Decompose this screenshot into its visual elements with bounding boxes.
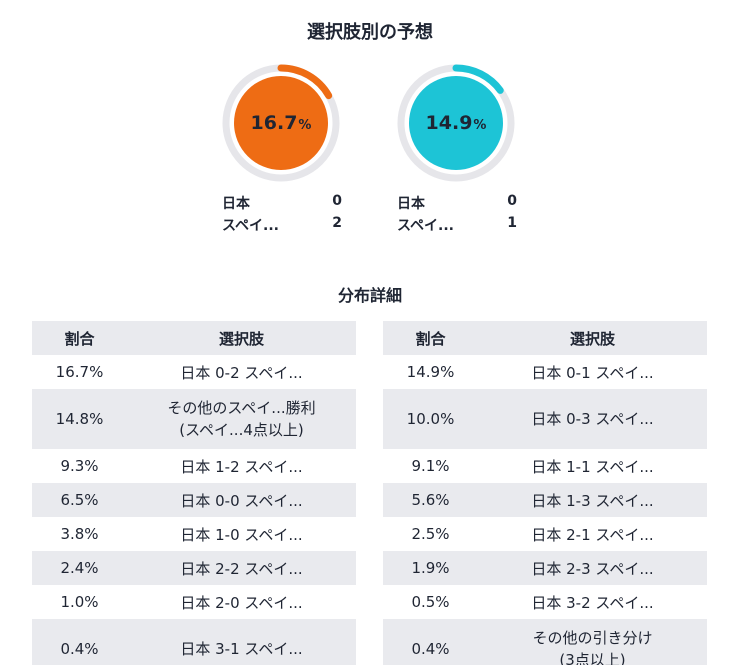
ratio-cell: 2.5% [411, 525, 450, 543]
ratio-cell: 16.7% [55, 363, 104, 381]
score-row: 日本 0 [222, 193, 342, 213]
choice-cell: 日本 2-2 スペイ... [127, 551, 356, 585]
donut-progress-arc [452, 64, 504, 94]
team-score: 0 [332, 193, 342, 209]
donut-center [409, 76, 503, 170]
choice-cell: 日本 3-2 スペイ... [531, 593, 654, 612]
ratio-cell: 14.9% [406, 363, 455, 381]
choice-cell: 日本 1-1 スペイ... [531, 457, 654, 476]
score-row: スペイ... 1 [397, 215, 517, 235]
header-choice: 選択肢 [127, 321, 356, 355]
choice-cell: その他のスペイ...勝利 (スペイ...4点以上) [127, 389, 356, 449]
choice-cell: 日本 2-3 スペイ... [478, 551, 707, 585]
percentage-unit: % [473, 118, 487, 133]
choice-cell: 日本 2-1 スペイ... [531, 525, 654, 544]
choice-cell: 日本 0-0 スペイ... [127, 483, 356, 517]
team-name: スペイ... [222, 218, 279, 234]
percentage-value: 14.9 [425, 112, 473, 134]
ratio-cell: 10.0% [383, 389, 478, 449]
team-name: 日本 [222, 196, 250, 212]
ratio-cell: 14.8% [32, 389, 127, 449]
percentage-value: 16.7 [250, 112, 298, 134]
table-row: 1.9% 日本 2-3 スペイ... [383, 551, 707, 585]
table-row: 0.4% その他の引き分け (3点以上) [383, 619, 707, 665]
prediction-donut-1: 16.7% [222, 64, 340, 182]
table-row: 5.6% 日本 1-3 スペイ... [383, 483, 707, 517]
choice-cell: 日本 1-3 スペイ... [478, 483, 707, 517]
choice-cell: その他の引き分け (3点以上) [478, 619, 707, 665]
table-header-row: 割合 選択肢 [32, 321, 356, 355]
donut-center [234, 76, 328, 170]
choice-line-1: その他のスペイ...勝利 [167, 399, 316, 417]
choice-line-2: (3点以上) [559, 651, 626, 665]
ratio-cell: 0.5% [411, 593, 450, 611]
choice-cell: 日本 3-1 スペイ... [127, 619, 356, 665]
ratio-cell: 5.6% [383, 483, 478, 517]
ratio-cell: 1.0% [60, 593, 99, 611]
table-row: 0.5% 日本 3-2 スペイ... [383, 585, 707, 619]
header-choice: 選択肢 [478, 321, 707, 355]
choice-cell: 日本 0-1 スペイ... [531, 363, 654, 382]
donut-percentage: 14.9% [397, 64, 515, 182]
table-row: 6.5% 日本 0-0 スペイ... [32, 483, 356, 517]
ratio-cell: 6.5% [32, 483, 127, 517]
score-row: スペイ... 2 [222, 215, 342, 235]
table-row: 9.3% 日本 1-2 スペイ... [32, 449, 356, 483]
header-ratio: 割合 [32, 321, 127, 355]
distribution-table-right: 割合 選択肢 14.9% 日本 0-1 スペイ... 10.0% 日本 0-3 … [383, 321, 707, 665]
table-row: 2.5% 日本 2-1 スペイ... [383, 517, 707, 551]
ratio-cell: 2.4% [32, 551, 127, 585]
donut-ring [397, 64, 515, 182]
ratio-cell: 0.4% [383, 619, 478, 665]
choice-cell: 日本 0-3 スペイ... [478, 389, 707, 449]
choice-cell: 日本 0-2 スペイ... [180, 363, 303, 382]
table-row: 3.8% 日本 1-0 スペイ... [32, 517, 356, 551]
prediction-donut-2: 14.9% [397, 64, 515, 182]
table-row: 9.1% 日本 1-1 スペイ... [383, 449, 707, 483]
table-row: 16.7% 日本 0-2 スペイ... [32, 355, 356, 389]
donut-percentage: 16.7% [222, 64, 340, 182]
ratio-cell: 3.8% [60, 525, 99, 543]
ratio-cell: 0.4% [32, 619, 127, 665]
team-name: 日本 [397, 196, 425, 212]
choice-cell: 日本 1-2 スペイ... [180, 457, 303, 476]
header-ratio: 割合 [383, 321, 478, 355]
donut-progress-arc [277, 64, 333, 100]
choice-cell: 日本 2-0 スペイ... [180, 593, 303, 612]
table-row: 14.9% 日本 0-1 スペイ... [383, 355, 707, 389]
percentage-unit: % [298, 118, 312, 133]
team-score: 2 [332, 215, 342, 231]
ratio-cell: 1.9% [383, 551, 478, 585]
table-row: 10.0% 日本 0-3 スペイ... [383, 389, 707, 449]
table-row: 0.4% 日本 3-1 スペイ... [32, 619, 356, 665]
team-score: 1 [507, 215, 517, 231]
table-row: 14.8% その他のスペイ...勝利 (スペイ...4点以上) [32, 389, 356, 449]
table-row: 2.4% 日本 2-2 スペイ... [32, 551, 356, 585]
ratio-cell: 9.1% [411, 457, 450, 475]
table-row: 1.0% 日本 2-0 スペイ... [32, 585, 356, 619]
score-row: 日本 0 [397, 193, 517, 213]
section-title: 選択肢別の予想 [307, 22, 433, 43]
choice-line-2: (スペイ...4点以上) [179, 421, 304, 439]
team-name: スペイ... [397, 218, 454, 234]
choice-cell: 日本 1-0 スペイ... [180, 525, 303, 544]
table-header-row: 割合 選択肢 [383, 321, 707, 355]
distribution-table-left: 割合 選択肢 16.7% 日本 0-2 スペイ... 14.8% その他のスペイ… [32, 321, 356, 665]
distribution-title: 分布詳細 [337, 286, 402, 305]
team-score: 0 [507, 193, 517, 209]
ratio-cell: 9.3% [60, 457, 99, 475]
choice-line-1: その他の引き分け [532, 629, 653, 647]
donut-ring [222, 64, 340, 182]
